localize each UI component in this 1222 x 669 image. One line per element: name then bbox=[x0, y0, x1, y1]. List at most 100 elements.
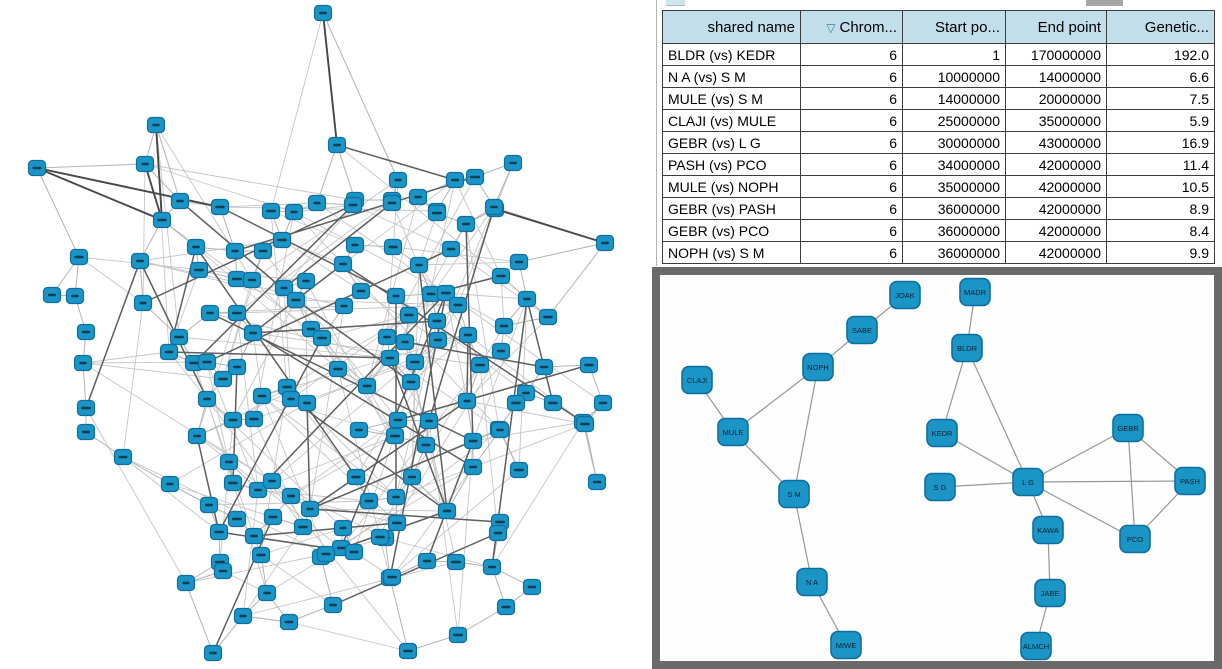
network-node[interactable] bbox=[401, 373, 421, 391]
network-node[interactable] bbox=[133, 294, 153, 312]
network-node[interactable] bbox=[199, 496, 219, 514]
network-node[interactable] bbox=[383, 238, 403, 256]
network-node[interactable] bbox=[152, 211, 172, 229]
network-node[interactable] bbox=[490, 421, 510, 439]
network-node[interactable] bbox=[227, 358, 247, 376]
network-node[interactable] bbox=[244, 527, 264, 545]
table-cell[interactable]: N A (vs) S M bbox=[662, 65, 801, 88]
network-node[interactable] bbox=[210, 198, 230, 216]
network-node[interactable] bbox=[344, 543, 364, 561]
network-node[interactable] bbox=[130, 252, 150, 270]
network-node[interactable] bbox=[293, 518, 313, 536]
network-node[interactable] bbox=[284, 203, 304, 221]
table-cell[interactable]: 6 bbox=[800, 153, 903, 176]
column-header-start-po---[interactable]: Start po... bbox=[902, 10, 1006, 44]
network-node[interactable] bbox=[27, 159, 47, 177]
table-cell[interactable]: 11.4 bbox=[1106, 153, 1215, 176]
network-node[interactable] bbox=[313, 4, 333, 22]
table-cell[interactable]: 36000000 bbox=[902, 219, 1006, 242]
network-node[interactable] bbox=[484, 198, 504, 216]
network-node[interactable] bbox=[417, 552, 437, 570]
network-node[interactable] bbox=[197, 353, 217, 371]
network-node[interactable] bbox=[595, 234, 615, 252]
network-node[interactable] bbox=[349, 421, 369, 439]
result-network-canvas[interactable]: JOAK MADR SABE NOPH BLDR CLAJI MULE KEDR GEBR L G… bbox=[660, 275, 1214, 661]
table-row[interactable]: GEBR (vs) L G 6 30000000 43000000 16.9 bbox=[662, 131, 1215, 154]
network-node[interactable] bbox=[345, 236, 365, 254]
network-edge-NOPH-SM[interactable] bbox=[793, 366, 819, 495]
network-node[interactable] bbox=[398, 642, 418, 660]
network-node[interactable] bbox=[213, 562, 233, 580]
network-node[interactable] bbox=[488, 524, 508, 542]
network-node[interactable] bbox=[446, 553, 466, 571]
table-cell[interactable]: 8.9 bbox=[1106, 197, 1215, 220]
network-node[interactable] bbox=[456, 215, 476, 233]
network-node-pash[interactable]: PASH bbox=[1174, 466, 1206, 496]
network-node[interactable] bbox=[316, 545, 336, 563]
network-node[interactable] bbox=[333, 519, 353, 537]
network-node[interactable] bbox=[328, 360, 348, 378]
network-node[interactable] bbox=[135, 155, 155, 173]
network-node-s-m[interactable]: S M bbox=[778, 479, 810, 509]
network-node[interactable] bbox=[261, 202, 281, 220]
table-cell[interactable]: 6 bbox=[800, 131, 903, 154]
network-node[interactable] bbox=[463, 458, 483, 476]
network-node[interactable] bbox=[482, 558, 502, 576]
table-cell[interactable]: 6 bbox=[800, 87, 903, 110]
column-header-shared-name[interactable]: shared name bbox=[662, 10, 801, 44]
table-cell[interactable]: 42000000 bbox=[1005, 219, 1107, 242]
table-cell[interactable]: 6 bbox=[800, 175, 903, 198]
table-row[interactable]: GEBR (vs) PASH 6 36000000 42000000 8.9 bbox=[662, 197, 1215, 220]
table-cell[interactable]: 34000000 bbox=[902, 153, 1006, 176]
network-node-pco[interactable]: PCO bbox=[1119, 524, 1151, 554]
network-node[interactable] bbox=[575, 415, 595, 433]
network-node[interactable] bbox=[343, 196, 363, 214]
network-node[interactable] bbox=[534, 358, 554, 376]
network-node[interactable] bbox=[402, 468, 422, 486]
network-node[interactable] bbox=[281, 390, 301, 408]
network-node[interactable] bbox=[593, 394, 613, 412]
network-node[interactable] bbox=[496, 598, 516, 616]
network-node[interactable] bbox=[76, 323, 96, 341]
network-node[interactable] bbox=[170, 192, 190, 210]
network-node[interactable] bbox=[186, 238, 206, 256]
network-node[interactable] bbox=[233, 607, 253, 625]
network-node[interactable] bbox=[382, 568, 402, 586]
table-cell[interactable]: CLAJI (vs) MULE bbox=[662, 109, 801, 132]
table-cell[interactable]: 192.0 bbox=[1106, 43, 1215, 66]
network-edge-LG-PASH[interactable] bbox=[1027, 480, 1191, 483]
table-row[interactable]: GEBR (vs) PCO 6 36000000 42000000 8.4 bbox=[662, 219, 1215, 242]
network-node[interactable] bbox=[307, 194, 327, 212]
table-cell[interactable]: 6 bbox=[800, 65, 903, 88]
network-node[interactable] bbox=[327, 136, 347, 154]
network-node-s-g[interactable]: S G bbox=[924, 472, 956, 502]
network-node-jabe[interactable]: JABE bbox=[1034, 578, 1066, 608]
network-node[interactable] bbox=[146, 116, 166, 134]
table-cell[interactable]: 43000000 bbox=[1005, 131, 1107, 154]
network-node-claji[interactable]: CLAJI bbox=[681, 365, 713, 395]
table-cell[interactable]: 36000000 bbox=[902, 197, 1006, 220]
table-cell[interactable]: 6 bbox=[800, 219, 903, 242]
network-node[interactable] bbox=[463, 432, 483, 450]
network-node[interactable] bbox=[219, 453, 239, 471]
network-node[interactable] bbox=[300, 500, 320, 518]
table-cell[interactable]: GEBR (vs) PCO bbox=[662, 219, 801, 242]
network-node[interactable] bbox=[357, 377, 377, 395]
network-node[interactable] bbox=[213, 370, 233, 388]
network-node[interactable] bbox=[419, 412, 439, 430]
network-node[interactable] bbox=[377, 328, 397, 346]
network-node[interactable] bbox=[506, 394, 526, 412]
table-cell[interactable]: NOPH (vs) S M bbox=[662, 241, 801, 264]
table-cell[interactable]: 20000000 bbox=[1005, 87, 1107, 110]
main-network-canvas[interactable] bbox=[0, 0, 655, 669]
network-node[interactable] bbox=[203, 644, 223, 662]
network-node[interactable] bbox=[522, 578, 542, 596]
network-node[interactable] bbox=[465, 168, 485, 186]
network-edge-LG-PCO[interactable] bbox=[1027, 481, 1136, 540]
network-node[interactable] bbox=[42, 286, 62, 304]
network-node[interactable] bbox=[227, 304, 247, 322]
network-node[interactable] bbox=[409, 256, 429, 274]
network-node[interactable] bbox=[386, 488, 406, 506]
network-node-sabe[interactable]: SABE bbox=[846, 315, 878, 345]
column-header-chrom---[interactable]: ▽ Chrom... bbox=[800, 10, 903, 44]
